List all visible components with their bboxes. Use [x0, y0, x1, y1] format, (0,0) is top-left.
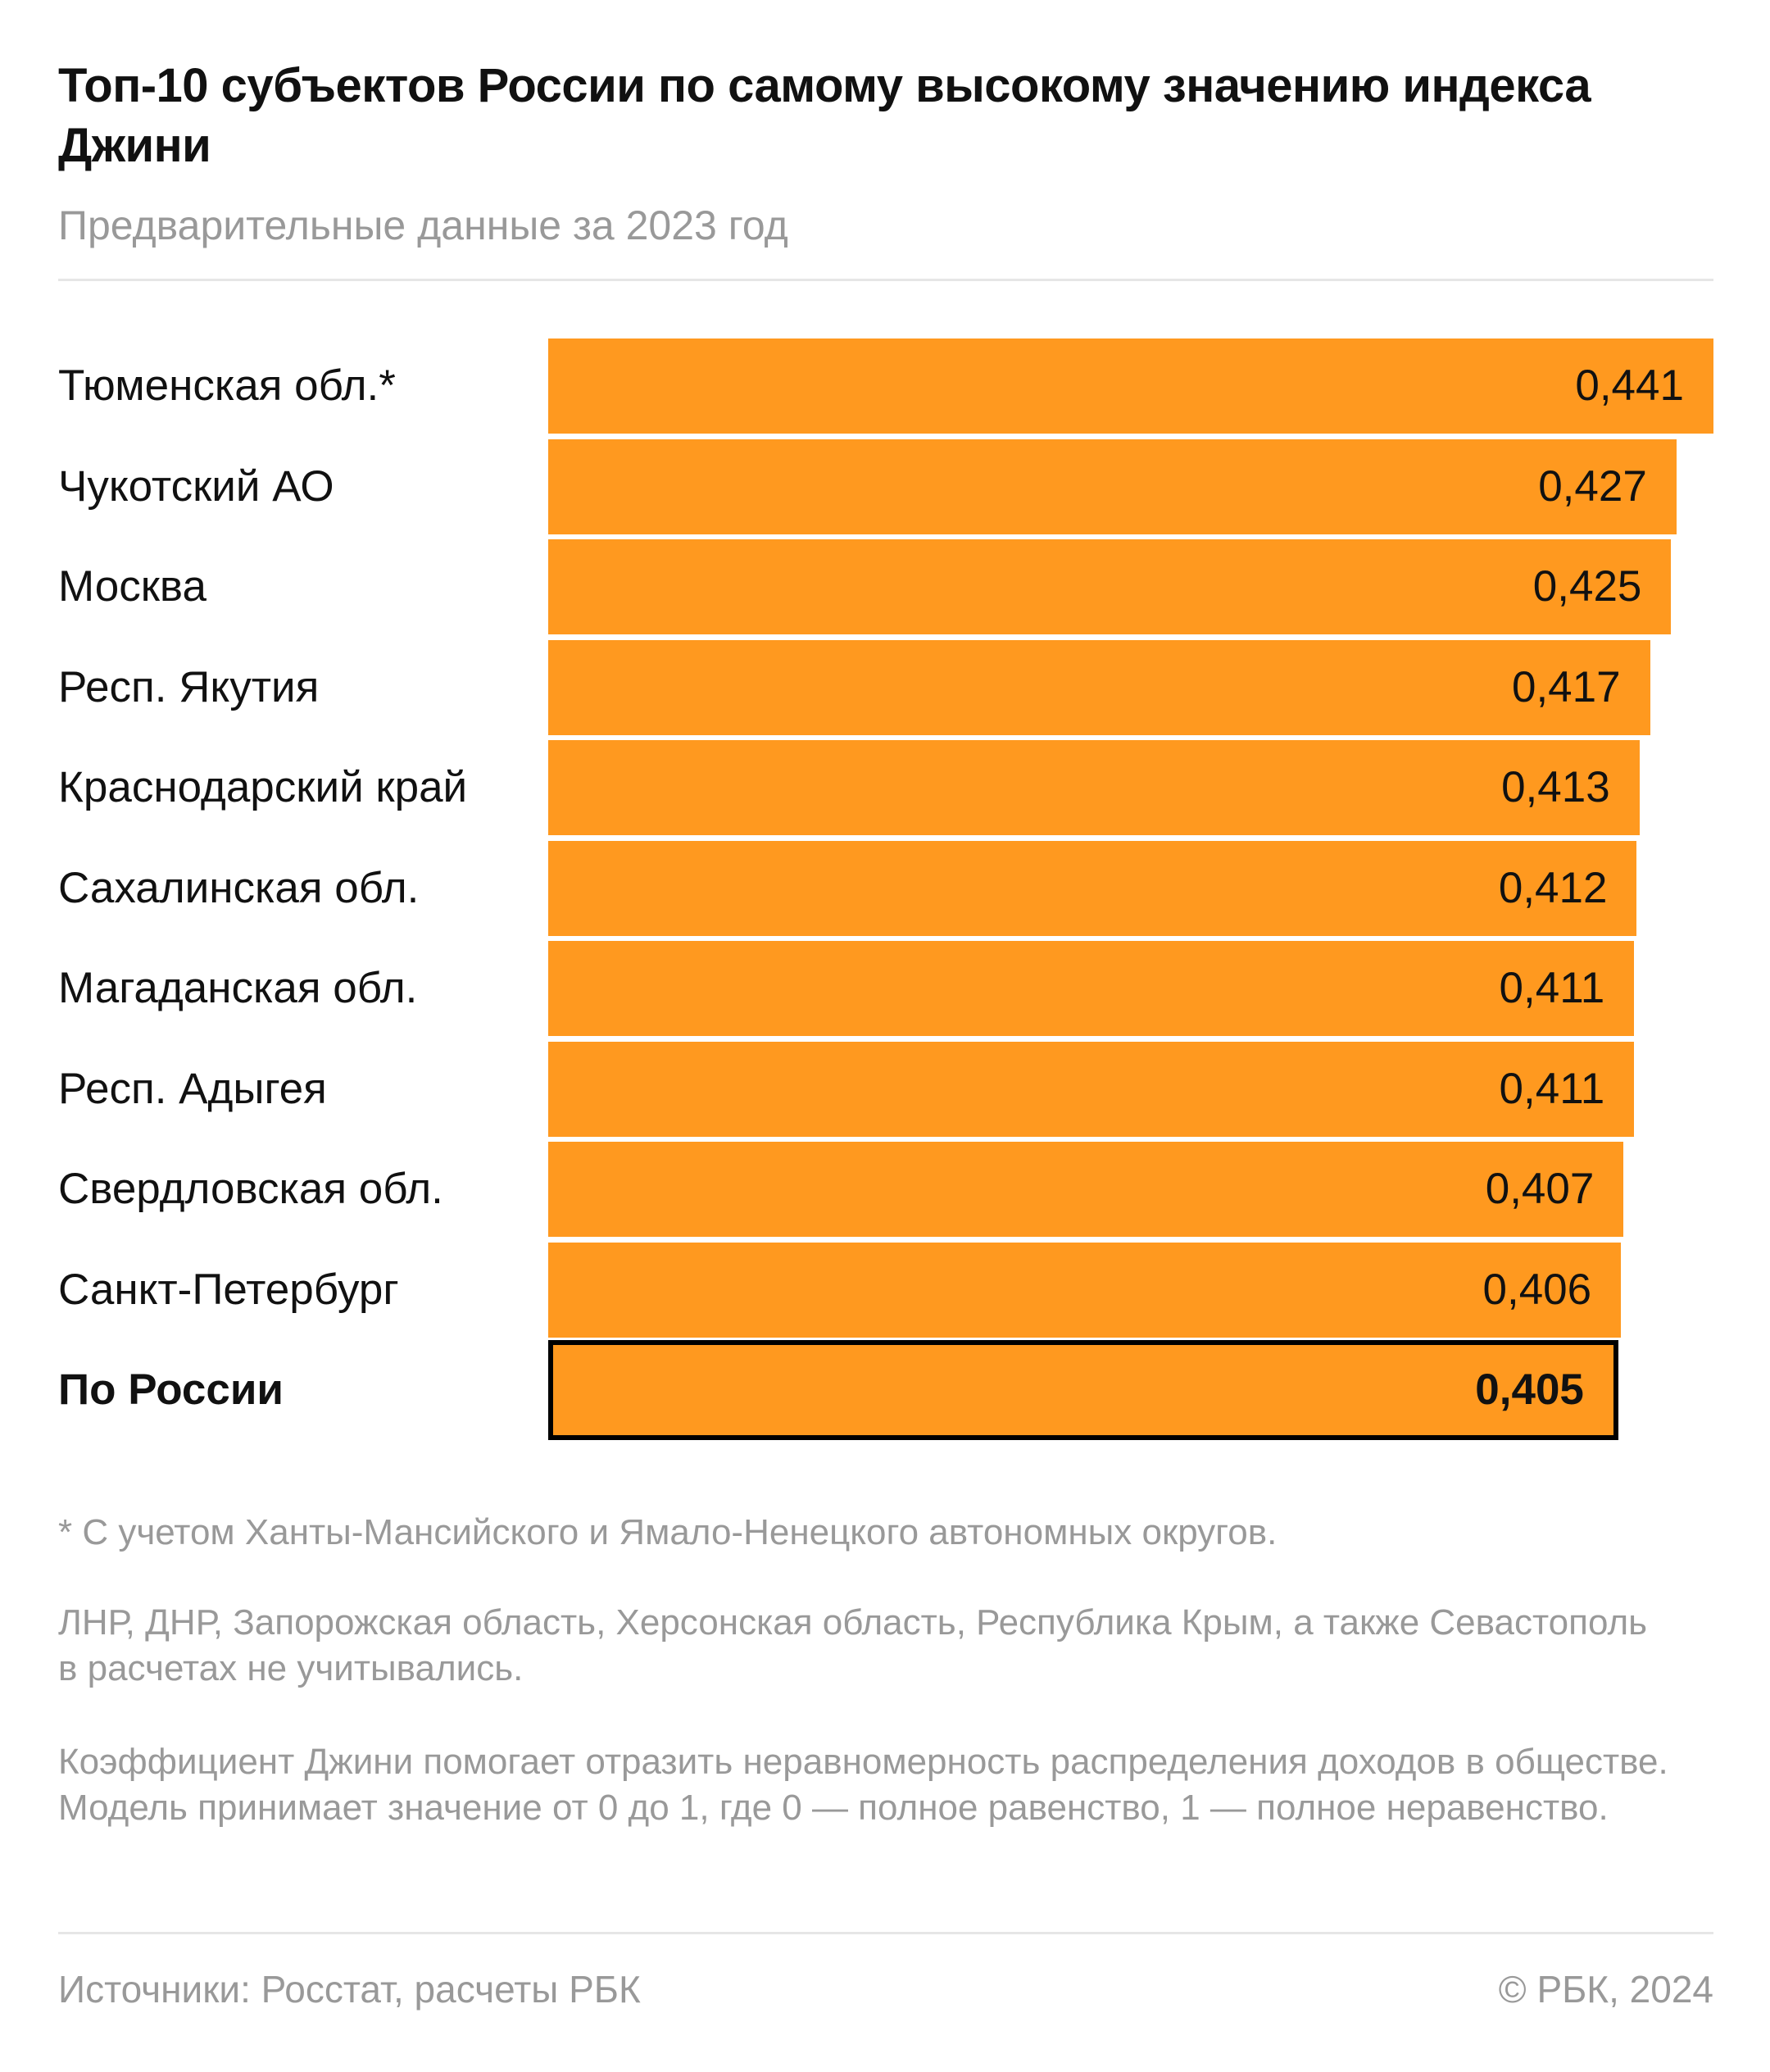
- category-label: По России: [58, 1365, 284, 1414]
- chart-subtitle: Предварительные данные за 2023 год: [58, 202, 788, 248]
- value-label: 0,412: [1498, 863, 1608, 912]
- bar: 0,405: [548, 1340, 1618, 1440]
- bar-row: По России 0,405: [0, 1340, 1770, 1440]
- bar-row: Москва 0,425: [0, 539, 1770, 634]
- value-label: 0,413: [1501, 763, 1610, 811]
- bar-row: Респ. Адыгея 0,411: [0, 1041, 1770, 1137]
- bar-row: Санкт-Петербург 0,406: [0, 1242, 1770, 1338]
- value-label: 0,406: [1482, 1265, 1592, 1314]
- category-label: Респ. Адыгея: [58, 1064, 327, 1113]
- category-label: Москва: [58, 562, 206, 611]
- footnote-excluded: ЛНР, ДНР, Запорожская область, Херсонска…: [58, 1602, 1648, 1688]
- bar-row: Респ. Якутия 0,417: [0, 639, 1770, 735]
- value-label: 0,427: [1538, 461, 1647, 511]
- category-label: Магаданская обл.: [58, 964, 418, 1012]
- category-label: Краснодарский край: [58, 763, 468, 811]
- bar-row: Тюменская обл.* 0,441: [0, 339, 1770, 434]
- category-label: Сахалинская обл.: [58, 863, 420, 912]
- value-label: 0,411: [1499, 1064, 1605, 1113]
- value-label: 0,411: [1499, 964, 1605, 1012]
- value-label: 0,405: [1475, 1365, 1584, 1414]
- bar-row: Чукотский АО 0,427: [0, 438, 1770, 534]
- bar: 0,413: [548, 740, 1640, 835]
- bar-row: Краснодарский край 0,413: [0, 740, 1770, 835]
- source-text: Источники: Росстат, расчеты РБК: [58, 1968, 641, 2011]
- category-label: Свердловская обл.: [58, 1165, 443, 1213]
- bar: 0,417: [548, 639, 1650, 735]
- bar: 0,411: [548, 941, 1635, 1036]
- bar: 0,406: [548, 1242, 1622, 1338]
- bar-row: Свердловская обл. 0,407: [0, 1142, 1770, 1237]
- bar: 0,441: [548, 339, 1713, 434]
- bar-row: Магаданская обл. 0,411: [0, 941, 1770, 1036]
- bar: 0,425: [548, 539, 1672, 634]
- category-label: Санкт-Петербург: [58, 1265, 399, 1314]
- bar: 0,427: [548, 438, 1677, 534]
- chart-title: Топ-10 субъектов России по самому высоко…: [58, 59, 1591, 172]
- copyright-text: © РБК, 2024: [1498, 1968, 1713, 2011]
- bottom-divider: [58, 1932, 1713, 1934]
- category-label: Чукотский АО: [58, 461, 334, 511]
- bar: 0,411: [548, 1041, 1635, 1137]
- bar: 0,412: [548, 840, 1637, 936]
- bar-row: Сахалинская обл. 0,412: [0, 840, 1770, 936]
- top-divider: [58, 279, 1713, 281]
- value-label: 0,441: [1575, 361, 1684, 410]
- value-label: 0,425: [1532, 562, 1642, 611]
- category-label: Тюменская обл.*: [58, 361, 396, 410]
- footnote-gini: Коэффициент Джини помогает отразить нера…: [58, 1742, 1668, 1828]
- footnote-asterisk: * С учетом Ханты-Мансийского и Ямало-Нен…: [58, 1512, 1278, 1552]
- value-label: 0,417: [1511, 662, 1621, 711]
- category-label: Респ. Якутия: [58, 662, 320, 711]
- bar: 0,407: [548, 1142, 1624, 1237]
- value-label: 0,407: [1485, 1165, 1595, 1213]
